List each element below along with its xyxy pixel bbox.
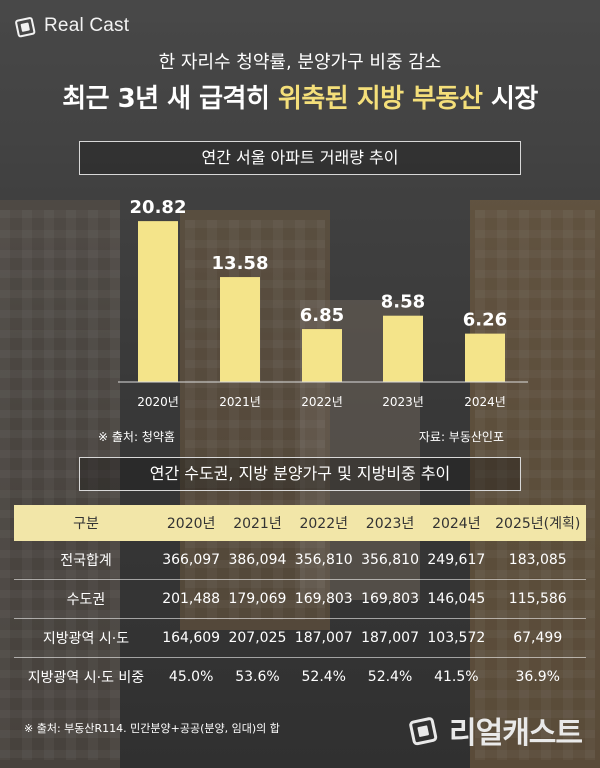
title-suffix: 시장 bbox=[482, 84, 538, 114]
chart-title: 연간 서울 아파트 거래량 추이 bbox=[79, 141, 521, 175]
bar-chart: 20.82 2020년 13.58 2021년 6.85 2022년 8.58 2023년 6.… bbox=[0, 175, 600, 420]
x-tick-label: 2023년 bbox=[382, 395, 424, 409]
realcast-watermark-icon bbox=[409, 717, 438, 746]
chart-data-credit: 자료: 부동산인포 bbox=[418, 430, 504, 444]
table-cell: 187,007 bbox=[290, 618, 357, 658]
table-cell: 52.4% bbox=[290, 657, 357, 696]
column-header: 2021년 bbox=[224, 505, 291, 541]
x-tick-label: 2021년 bbox=[219, 395, 261, 409]
table-title: 연간 수도권, 지방 분양가구 및 지방비중 추이 bbox=[79, 457, 521, 491]
table-body: 전국합계 366,097 386,094 356,810 356,810 249,617 1… bbox=[14, 541, 586, 696]
bar-2021년 bbox=[220, 277, 260, 382]
bar-value-label: 6.85 bbox=[300, 305, 344, 326]
table-cell: 115,586 bbox=[489, 579, 586, 619]
table-cell: 45.0% bbox=[158, 657, 225, 696]
row-label: 수도권 bbox=[14, 579, 158, 619]
bar-2024년 bbox=[465, 333, 505, 382]
table-row: 지방광역 시·도 비중 45.0% 53.6% 52.4% 52.4% 41.5% 36.9… bbox=[14, 657, 586, 696]
realcast-logo-icon bbox=[15, 17, 36, 38]
page-title: 최근 3년 새 급격히 위축된 지방 부동산 시장 bbox=[0, 78, 600, 115]
x-tick-label: 2022년 bbox=[301, 395, 343, 409]
row-label: 지방광역 시·도 bbox=[14, 618, 158, 658]
table-row: 전국합계 366,097 386,094 356,810 356,810 249,617 1… bbox=[14, 541, 586, 580]
row-label: 전국합계 bbox=[60, 553, 112, 569]
table-cell: 207,025 bbox=[224, 618, 291, 658]
table-cell: 164,609 bbox=[158, 618, 225, 658]
table-cell: 356,810 bbox=[294, 552, 353, 568]
table-cell: 146,045 bbox=[423, 579, 490, 619]
table-cell: 386,094 bbox=[228, 552, 287, 568]
brand-watermark: 리얼캐스트 bbox=[407, 708, 583, 752]
page-subtitle: 한 자리수 청약률, 분양가구 비중 감소 bbox=[158, 52, 442, 73]
column-header: 2023년 bbox=[356, 505, 424, 541]
bar-value-label: 6.26 bbox=[463, 310, 507, 331]
table-cell: 169,803 bbox=[290, 579, 357, 619]
column-header: 2020년 bbox=[158, 505, 225, 541]
x-tick-label: 2024년 bbox=[464, 395, 506, 409]
watermark-text: 리얼캐스트 bbox=[449, 716, 583, 751]
column-header: 2025년(계획) bbox=[489, 505, 586, 541]
table-source-note: ※ 출처: 부동산R114. 민간분양+공공(분양, 임대)의 합 bbox=[24, 722, 280, 735]
logo-text: Real Cast bbox=[44, 15, 130, 36]
table-cell: 103,572 bbox=[423, 618, 490, 658]
table-cell: 36.9% bbox=[489, 657, 586, 696]
x-tick-label: 2020년 bbox=[137, 395, 179, 409]
table-cell: 52.4% bbox=[356, 657, 424, 696]
bar-2020년 bbox=[138, 221, 178, 382]
table-cell: 53.6% bbox=[224, 657, 291, 696]
table-cell: 366,097 bbox=[162, 552, 221, 568]
chart-source-note: ※ 출처: 청약홈 bbox=[98, 430, 175, 444]
title-highlight: 위축된 지방 부동산 bbox=[277, 84, 483, 114]
table-row: 지방광역 시·도 164,609 207,025 187,007 187,007 103,… bbox=[14, 618, 586, 658]
bar-value-label: 13.58 bbox=[212, 253, 269, 274]
table-cell: 201,488 bbox=[158, 579, 225, 619]
bar-value-label: 20.82 bbox=[130, 197, 187, 218]
table-cell: 183,085 bbox=[508, 552, 567, 568]
row-label: 지방광역 시·도 비중 bbox=[14, 657, 158, 696]
table-header-row: 구분 2020년 2021년 2022년 2023년 2024년 2025년(계획) bbox=[14, 505, 586, 541]
bar-2022년 bbox=[302, 329, 342, 382]
table-cell: 187,007 bbox=[356, 618, 424, 658]
table-cell: 179,069 bbox=[224, 579, 291, 619]
table-row: 수도권 201,488 179,069 169,803 169,803 146,045 11… bbox=[14, 579, 586, 619]
table-cell: 356,810 bbox=[361, 552, 419, 568]
supply-table: 구분 2020년 2021년 2022년 2023년 2024년 2025년(계획) 전국합… bbox=[14, 505, 586, 696]
table-cell: 169,803 bbox=[356, 579, 424, 619]
table-cell: 41.5% bbox=[423, 657, 490, 696]
column-header: 2024년 bbox=[423, 505, 490, 541]
title-prefix: 최근 3년 새 급격히 bbox=[62, 84, 278, 114]
brand-logo: Real Cast bbox=[14, 14, 129, 38]
table-cell: 67,499 bbox=[489, 618, 586, 658]
column-header: 구분 bbox=[14, 505, 158, 541]
column-header: 2022년 bbox=[290, 505, 357, 541]
bar-chart-svg: 20.82 2020년 13.58 2021년 6.85 2022년 8.58 2023년 6.… bbox=[118, 197, 528, 409]
table-cell: 249,617 bbox=[427, 552, 486, 568]
bar-value-label: 8.58 bbox=[381, 292, 425, 313]
bar-2023년 bbox=[383, 315, 423, 382]
